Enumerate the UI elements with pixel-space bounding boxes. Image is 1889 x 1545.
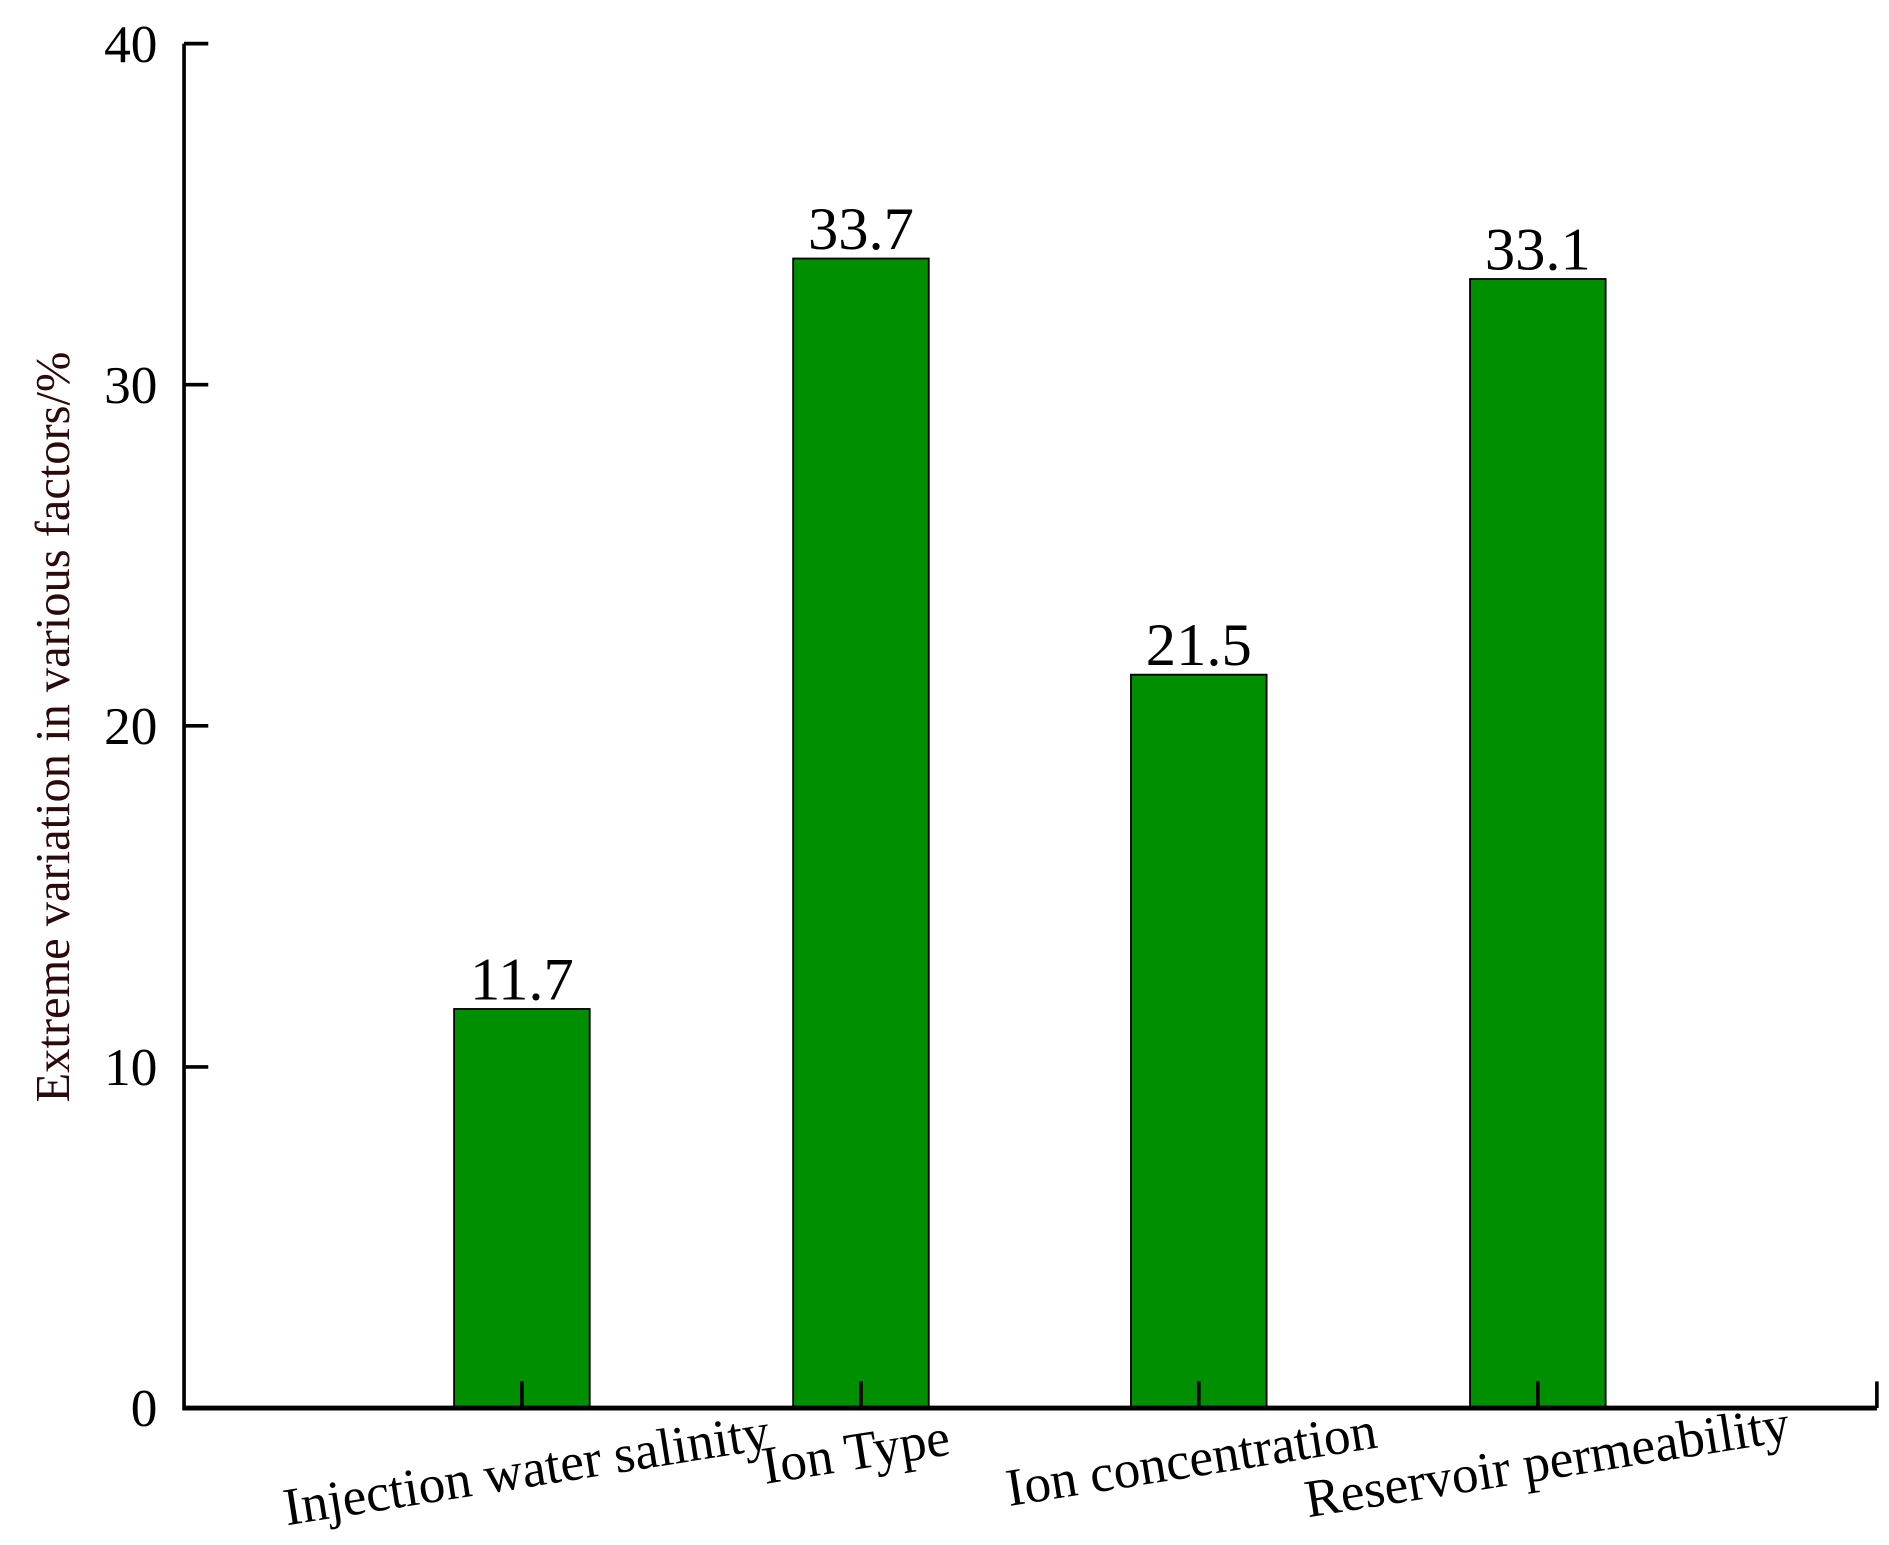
y-tick-label: 20 [104,697,157,756]
y-tick-label: 30 [104,356,157,415]
data-label: 33.1 [1485,216,1591,283]
x-tick-label: Injection water salinity [279,1402,774,1537]
y-tick-label: 10 [104,1038,157,1097]
data-label: 11.7 [470,946,574,1013]
bar [1469,278,1607,1409]
x-tick-label: Reservoir permeability [1301,1394,1794,1529]
x-tick-label: Ion Type [758,1408,954,1496]
data-label: 33.7 [808,196,914,263]
data-label: 21.5 [1146,612,1252,679]
bar [453,1008,591,1409]
bar [792,257,930,1409]
y-tick-label: 0 [131,1379,158,1438]
y-tick-label: 40 [104,15,157,74]
bar [1130,673,1268,1409]
y-axis-label: Extreme variation in various factors/% [27,352,80,1103]
